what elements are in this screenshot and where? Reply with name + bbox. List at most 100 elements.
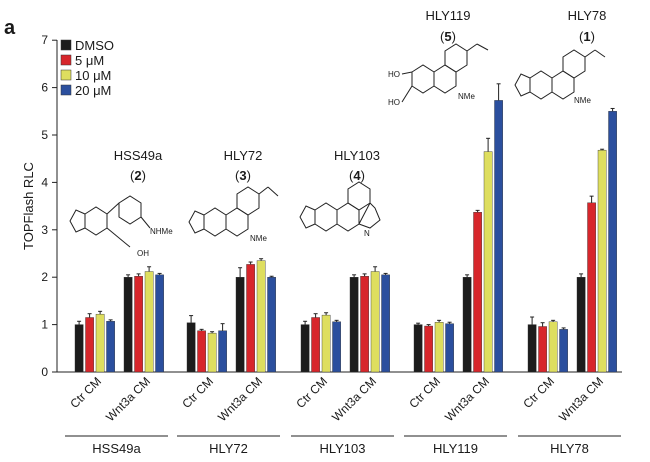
compound-number: (1) [579,29,595,44]
legend-swatch [60,39,72,51]
bar-hly103-wnt3a-3 [381,274,390,373]
y-tick-label: 3 [41,223,48,237]
legend-label: 5 μM [75,53,104,68]
bar-hss49a-ctr-2 [95,313,105,373]
hly72-nme: NMe [250,234,267,243]
condition-label: Ctr CM [179,374,216,411]
condition-label: Ctr CM [293,374,330,411]
group-label: HLY78 [550,441,589,456]
y-tick-label: 7 [41,33,48,47]
bar-hss49a-ctr-1 [85,317,94,373]
y-tick-label: 2 [41,270,48,284]
bar-hly78-wnt3a-3 [608,111,617,373]
bar-hly119-wnt3a-2 [483,151,493,373]
bar-hly72-wnt3a-0 [235,277,245,373]
compound-name: HLY78 [568,8,607,23]
compound-number: (5) [440,29,456,44]
bar-hly119-ctr-2 [434,322,444,373]
bar-hly78-ctr-2 [548,321,558,373]
bar-hly78-wnt3a-1 [587,202,596,373]
legend-swatch [60,69,72,81]
bar-hly103-wnt3a-2 [370,271,380,373]
y-tick-label: 5 [41,128,48,142]
compound-name: HLY72 [224,148,263,163]
bar-hly119-ctr-0 [413,324,423,373]
bar-hly119-ctr-3 [445,323,454,373]
condition-label: Wnt3a CM [556,374,606,424]
structure-hly103 [299,181,381,232]
group-label: HLY72 [209,441,248,456]
bar-hly119-ctr-1 [424,325,433,373]
y-tick-label: 0 [41,365,48,379]
condition-label: Ctr CM [67,374,104,411]
bar-hly103-wnt3a-0 [349,277,359,373]
legend-label: DMSO [75,38,114,53]
bar-hly103-wnt3a-1 [360,276,369,373]
bar-layer [74,83,617,373]
hly78-nme: NMe [574,96,591,105]
condition-label: Wnt3a CM [215,374,265,424]
bar-hly103-ctr-1 [311,317,320,373]
compound-number: (4) [349,168,365,183]
condition-label: Wnt3a CM [442,374,492,424]
bar-hss49a-wnt3a-3 [155,274,164,373]
compound-number: (3) [235,168,251,183]
bar-hly103-ctr-3 [332,321,341,373]
hly119-ho-1: HO [388,70,400,79]
bar-hly72-wnt3a-1 [246,264,255,373]
bar-hss49a-wnt3a-1 [134,276,143,373]
group-label: HSS49a [92,441,141,456]
bar-hly78-ctr-0 [527,324,537,373]
bar-hly78-ctr-3 [559,329,568,373]
bar-hly78-wnt3a-0 [576,277,586,373]
bar-hly72-wnt3a-3 [267,277,276,373]
bar-hss49a-ctr-3 [106,321,115,373]
condition-label: Ctr CM [406,374,443,411]
compound-name: HLY119 [425,8,470,23]
hss49a-oh: OH [137,249,149,258]
bar-hss49a-ctr-0 [74,324,84,373]
bar-hly119-wnt3a-1 [473,212,482,373]
bar-hly72-wnt3a-2 [256,260,266,373]
y-tick-label: 1 [41,318,48,332]
bar-hly103-ctr-2 [321,314,331,373]
bar-hly78-ctr-1 [538,326,547,373]
bar-hly103-ctr-0 [300,324,310,373]
structure-hly72 [188,186,279,237]
bar-hly119-wnt3a-0 [462,277,472,373]
legend-swatch [60,54,72,66]
bar-hss49a-wnt3a-2 [144,271,154,373]
y-axis-label: TOPFlash RLC [21,162,36,250]
y-ticks: 0 1 2 3 4 5 6 7 [41,33,57,379]
y-tick-label: 6 [41,81,48,95]
structure-hly119 [401,43,489,103]
group-label: HLY103 [319,441,365,456]
compound-name: HSS49a [114,148,163,163]
bar-hly72-ctr-3 [218,330,227,373]
hly103-n: N [364,229,370,238]
condition-label: Wnt3a CM [103,374,153,424]
structure-hly78 [514,49,606,100]
bar-hly72-ctr-0 [186,322,196,373]
condition-label: Ctr CM [520,374,557,411]
compound-name: HLY103 [334,148,380,163]
group-label: HLY119 [433,441,478,456]
legend-label: 20 μM [75,83,111,98]
structure-hss49a [69,195,151,248]
condition-label: Wnt3a CM [329,374,379,424]
legend-swatch [60,84,72,96]
bar-hly72-ctr-1 [197,330,206,373]
bar-hss49a-wnt3a-0 [123,277,133,373]
y-tick-label: 4 [41,175,48,189]
bar-hly119-wnt3a-3 [494,100,503,373]
hss49a-nhme: NHMe [150,227,173,236]
hly119-ho-2: HO [388,98,400,107]
hly119-nme: NMe [458,92,475,101]
bar-hly72-ctr-2 [207,332,217,373]
panel-label: a [4,17,16,39]
bar-hly78-wnt3a-2 [597,149,607,373]
compound-number: (2) [130,168,146,183]
